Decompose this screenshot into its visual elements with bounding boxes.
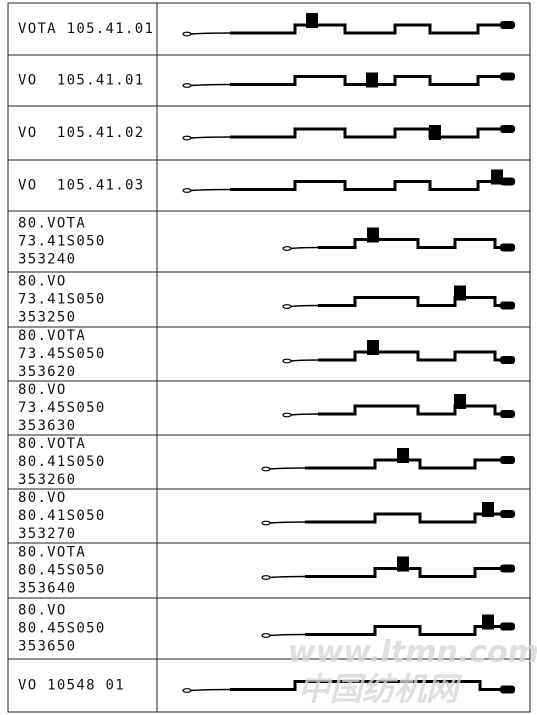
row-label: 353640 [18, 581, 76, 597]
needle-hook [261, 575, 271, 580]
needle-butt [482, 502, 494, 517]
row-label: 73.41S050 [18, 292, 106, 308]
row-label: 353250 [18, 310, 76, 326]
needle-hook [282, 412, 292, 418]
row-label: 353240 [18, 252, 76, 268]
needle-end [500, 177, 515, 186]
row-label: 353260 [18, 472, 76, 488]
needle-shank [290, 359, 319, 362]
row-label: 80.VOTA [18, 436, 86, 452]
row-label: 353270 [18, 526, 76, 542]
watermark-site: 中国纺机网 [298, 670, 463, 708]
needle-butt [397, 556, 409, 572]
needle-butt [454, 285, 466, 301]
needle-body [230, 127, 505, 139]
row-label: 80.VOTA [18, 216, 86, 232]
row-label: 80.45S050 [18, 621, 106, 637]
row-label: 353620 [18, 364, 76, 380]
needle-shank [269, 633, 306, 637]
needle-butt [429, 125, 441, 140]
needle-hook [261, 466, 271, 472]
row-label: 353650 [18, 639, 76, 655]
needle-end [500, 685, 515, 694]
needle-hook [261, 633, 271, 638]
needle-butt [367, 227, 379, 243]
needle-shank [290, 246, 319, 250]
row-label: 80.45S050 [18, 563, 106, 579]
row-label: VO 105.41.02 [18, 125, 144, 141]
needle-body [230, 180, 505, 191]
needle-hook [182, 135, 192, 141]
row-label: 73.41S050 [18, 234, 106, 250]
needle-end [500, 21, 515, 29]
row-label: VO 105.41.01 [18, 73, 144, 89]
needle-end [500, 622, 515, 631]
needle-butt [482, 614, 494, 630]
row-label: 80.VOTA [18, 328, 86, 344]
needle-end [500, 410, 515, 418]
needle-body [230, 680, 505, 691]
needle-butt [306, 13, 318, 28]
row-label: 80.VO [18, 274, 67, 290]
needle-hook [182, 31, 192, 37]
row-label: 353630 [18, 418, 76, 434]
needle-end [500, 125, 515, 133]
row-label: VOTA 105.41.01 [18, 21, 154, 37]
needle-end [500, 456, 515, 464]
needle-end [500, 243, 515, 252]
needle-hook [282, 358, 292, 364]
needle-hook [182, 83, 192, 88]
needle-shank [190, 32, 231, 35]
needle-shank [269, 575, 306, 579]
needle-body [305, 458, 505, 470]
needle-body [305, 567, 505, 578]
needle-body [318, 350, 505, 362]
needle-shank [290, 304, 319, 308]
needle-shank [190, 688, 231, 692]
needle-shank [190, 188, 231, 192]
needle-hook [261, 520, 271, 526]
needle-end [500, 564, 515, 573]
needle-butt [366, 72, 378, 88]
row-label: VO 10548 01 [18, 678, 125, 694]
needle-body [305, 625, 505, 636]
needle-end [500, 301, 515, 310]
row-label: VO 105.41.03 [18, 178, 144, 194]
needle-body [318, 238, 505, 249]
needle-butt [454, 394, 466, 409]
needle-end [500, 72, 515, 81]
needle-end [500, 356, 515, 364]
needle-shank [290, 413, 319, 416]
needle-body [230, 23, 505, 35]
needle-shank [269, 521, 306, 524]
row-label: 80.41S050 [18, 508, 106, 524]
row-label: 80.VO [18, 490, 67, 506]
watermark-url: www.ltmn.com [288, 635, 537, 670]
needle-butt [367, 340, 379, 355]
row-label: 80.VO [18, 603, 67, 619]
row-label: 73.45S050 [18, 400, 106, 416]
needle-shank [190, 136, 231, 139]
needle-body [318, 404, 505, 416]
needle-body [305, 512, 505, 524]
row-label: 80.VO [18, 382, 67, 398]
needle-body [318, 296, 505, 307]
needle-hook [282, 304, 292, 309]
needle-hook [182, 688, 192, 693]
row-label: 73.45S050 [18, 346, 106, 362]
row-label: 80.41S050 [18, 454, 106, 470]
table-border [7, 2, 531, 713]
needle-hook [182, 188, 192, 193]
needle-butt [397, 448, 409, 463]
row-label: 80.VOTA [18, 545, 86, 561]
needle-butt [491, 169, 503, 185]
needle-shank [190, 83, 231, 87]
needle-end [500, 510, 515, 518]
needle-body [230, 75, 505, 86]
needle-shank [269, 467, 306, 470]
needle-hook [282, 246, 292, 251]
